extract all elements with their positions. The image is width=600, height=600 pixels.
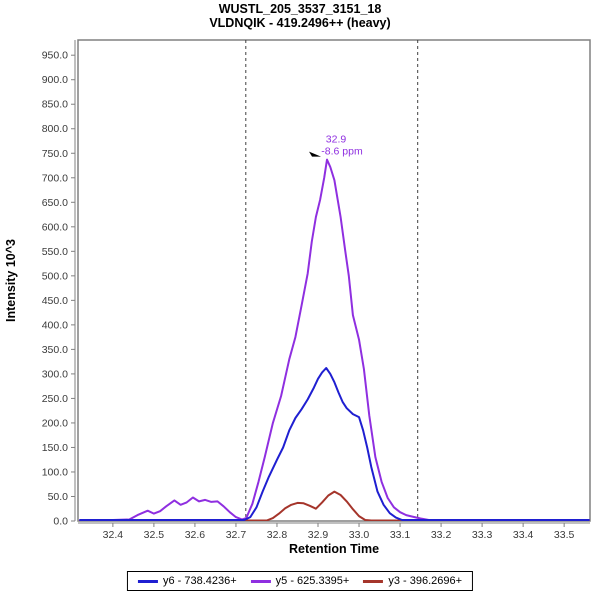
y-tick-label: 0.0 — [53, 516, 68, 528]
legend-box: y6 - 738.4236+ y5 - 625.3395+ y3 - 396.269… — [126, 571, 474, 591]
peak-ppm-label: -8.6 ppm — [321, 146, 363, 158]
legend-item: y5 - 625.3395+ — [250, 575, 350, 587]
y-tick-label: 950.0 — [42, 50, 68, 62]
y-tick-label: 750.0 — [42, 148, 68, 160]
plot-border — [77, 39, 591, 522]
x-tick-label: 33.1 — [390, 529, 411, 541]
y-tick-label: 300.0 — [42, 368, 68, 380]
x-tick-label: 32.8 — [267, 529, 288, 541]
peak-pointer-arrow-icon — [309, 151, 322, 157]
x-tick-label: 33.0 — [349, 529, 370, 541]
legend-item: y3 - 396.2696+ — [363, 575, 462, 587]
x-tick-label: 32.4 — [103, 529, 124, 541]
series-group — [79, 158, 590, 521]
legend-label: y6 - 738.4236+ — [162, 575, 237, 587]
x-tick-label: 32.7 — [226, 529, 247, 541]
x-tick-label: 32.9 — [308, 529, 329, 541]
chromatogram-trace — [79, 158, 590, 521]
y-tick-label: 600.0 — [42, 221, 68, 233]
legend-line-swatch-icon — [250, 579, 271, 583]
y-tick-label: 50.0 — [48, 491, 69, 503]
y-tick-label: 650.0 — [42, 197, 68, 209]
x-tick-label: 33.5 — [554, 529, 575, 541]
y-tick-label: 250.0 — [42, 393, 68, 405]
y-tick-label: 400.0 — [42, 319, 68, 331]
y-tick-label: 900.0 — [42, 74, 68, 86]
y-tick-label: 150.0 — [42, 442, 68, 454]
chart-subtitle: VLDNQIK - 419.2496++ (heavy) — [209, 16, 391, 30]
legend-line-swatch-icon — [137, 579, 158, 583]
legend-item: y6 - 738.4236+ — [137, 575, 237, 587]
y-tick-label: 550.0 — [42, 246, 68, 258]
y-tick-label: 100.0 — [42, 466, 68, 478]
y-axis-title: Intensity 10^3 — [4, 239, 18, 322]
peak-rt-label: 32.9 — [326, 134, 347, 146]
x-axis-title: Retention Time — [289, 542, 379, 556]
x-tick-label: 32.6 — [185, 529, 206, 541]
chart-title-block: WUSTL_205_3537_3151_18 VLDNQIK - 419.249… — [0, 2, 600, 30]
x-tick-label: 33.3 — [472, 529, 493, 541]
x-tick-label: 32.5 — [144, 529, 165, 541]
x-tick-label: 33.2 — [431, 529, 452, 541]
y-tick-label: 700.0 — [42, 172, 68, 184]
chromatogram-trace — [79, 490, 590, 521]
chromatogram-trace — [79, 367, 590, 521]
chart-title: WUSTL_205_3537_3151_18 — [218, 2, 382, 16]
x-tick-label: 33.4 — [513, 529, 534, 541]
y-tick-label: 350.0 — [42, 344, 68, 356]
y-tick-label: 450.0 — [42, 295, 68, 307]
legend-line-swatch-icon — [363, 579, 384, 583]
y-tick-label: 800.0 — [42, 123, 68, 135]
legend-label: y5 - 625.3395+ — [275, 575, 350, 587]
legend-label: y3 - 396.2696+ — [388, 575, 463, 587]
y-tick-label: 200.0 — [42, 417, 68, 429]
y-tick-label: 850.0 — [42, 99, 68, 111]
y-tick-label: 500.0 — [42, 270, 68, 282]
